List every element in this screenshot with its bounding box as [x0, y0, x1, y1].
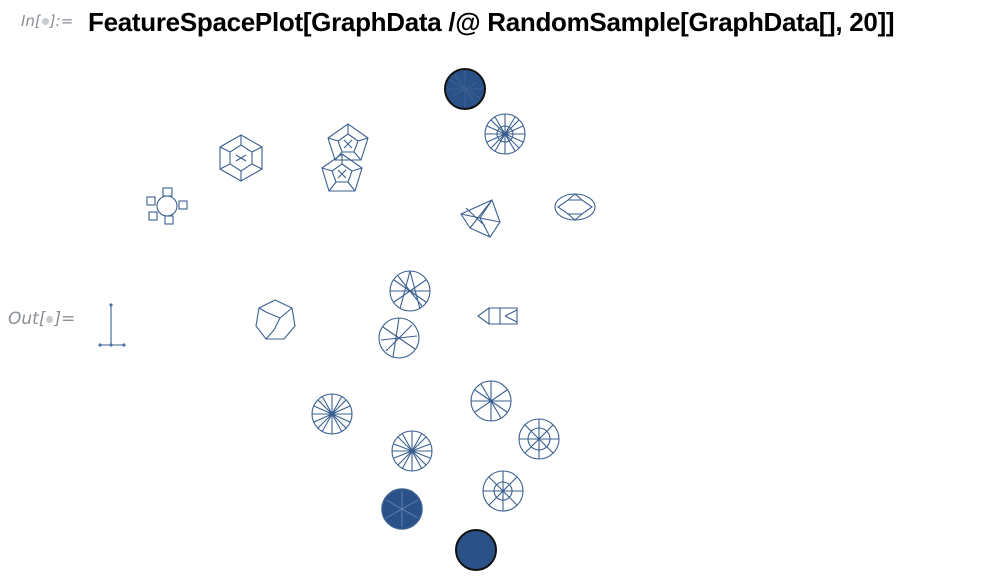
graph-thumbnail[interactable]	[444, 68, 486, 110]
graph-thumbnail[interactable]	[219, 134, 263, 182]
graph-thumbnail[interactable]	[391, 430, 433, 472]
graph-thumbnail[interactable]	[482, 470, 524, 512]
graph-thumbnail[interactable]	[381, 488, 423, 530]
graph-thumbnail[interactable]	[311, 393, 353, 435]
input-cell-label: In[]:=	[21, 12, 74, 30]
graph-thumbnail[interactable]	[460, 199, 501, 238]
output-cell-label: Out[]=	[8, 309, 76, 329]
graph-thumbnail[interactable]	[470, 380, 512, 422]
graph-thumbnail[interactable]	[146, 187, 188, 225]
graph-thumbnail[interactable]	[389, 270, 431, 312]
graph-thumbnail[interactable]	[455, 529, 497, 571]
graph-thumbnail[interactable]	[327, 123, 369, 161]
cell-status-dot	[41, 18, 49, 25]
graph-thumbnail[interactable]	[255, 299, 296, 340]
graph-thumbnail[interactable]	[98, 303, 126, 347]
graph-thumbnail[interactable]	[484, 113, 526, 155]
graph-thumbnail[interactable]	[518, 418, 560, 460]
cell-status-dot	[46, 315, 54, 323]
graph-thumbnail[interactable]	[477, 307, 518, 325]
input-code[interactable]: FeatureSpacePlot[GraphData /@ RandomSamp…	[88, 7, 895, 37]
graph-thumbnail[interactable]	[321, 153, 363, 192]
graph-thumbnail[interactable]	[554, 193, 596, 221]
graph-thumbnail[interactable]	[378, 317, 420, 359]
